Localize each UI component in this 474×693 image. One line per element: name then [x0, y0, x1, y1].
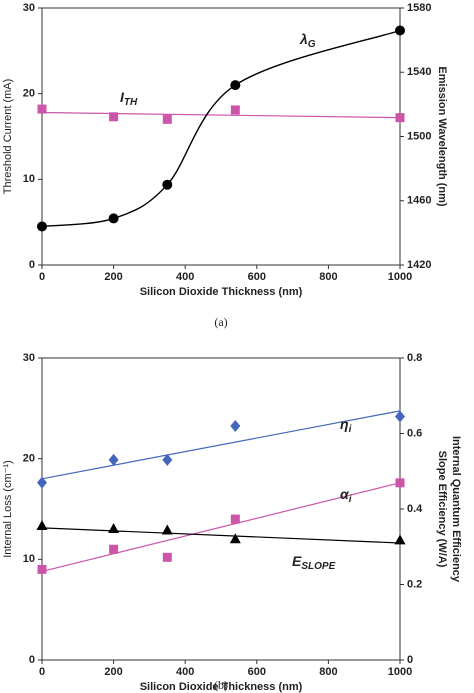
y2-tick-label: 1460: [407, 195, 431, 207]
caption: (a): [214, 315, 227, 329]
series-label-main: E: [292, 553, 302, 569]
y-tick-label: 10: [23, 553, 35, 565]
marker: [395, 113, 405, 123]
x-axis-title: Silicon Dioxide Thickness (nm): [140, 286, 303, 298]
caption: (b): [214, 678, 228, 692]
marker: [395, 478, 405, 488]
marker: [395, 410, 405, 423]
plot-frame: [41, 7, 401, 266]
y2-tick-label: 1580: [407, 2, 431, 14]
y2-tick-label: 0.6: [407, 427, 422, 439]
x-axis-title: Silicon Dioxide Thickness (nm): [140, 681, 303, 693]
y-tick-label: 30: [23, 352, 35, 364]
series-label: λG: [299, 31, 316, 50]
series-label: αi: [340, 486, 352, 505]
series-label-main: η: [340, 416, 349, 432]
y2-tick-label: 0.4: [407, 503, 423, 515]
y2-tick-label: 1540: [407, 66, 431, 78]
y-tick-label: 20: [23, 453, 35, 465]
series-label: ηi: [340, 416, 352, 435]
series-curve: [41, 29, 401, 228]
y2-tick-label: 1420: [407, 259, 431, 271]
trend-line: [41, 111, 401, 119]
series-label: ESLOPE: [292, 553, 336, 572]
marker: [37, 476, 47, 489]
series-label-sub: SLOPE: [301, 561, 335, 572]
y-axis-title: Internal Loss (cm⁻¹): [2, 460, 14, 558]
marker: [37, 104, 47, 114]
y2-tick-label: 0.2: [407, 578, 422, 590]
y-tick-label: 10: [23, 173, 35, 185]
y2-axis-title: Slope Efficiency (W/A): [436, 451, 448, 568]
marker: [230, 419, 241, 432]
y2-axis-title: Emission Wavelength (nm): [436, 66, 448, 207]
y-tick-label: 30: [23, 2, 35, 14]
marker: [162, 453, 173, 466]
marker: [162, 179, 173, 190]
x-tick-label: 600: [248, 666, 266, 678]
x-tick-label: 800: [319, 666, 337, 678]
x-tick-label: 400: [176, 271, 194, 283]
marker: [229, 533, 241, 544]
x-tick-label: 600: [248, 271, 266, 283]
plot-frame: [41, 357, 401, 661]
y2-tick-label: 1500: [407, 130, 431, 142]
y-axis-title: Threshold Current (mA): [2, 79, 14, 195]
trend-line: [41, 482, 401, 572]
series-label-sub: TH: [124, 97, 138, 108]
marker: [230, 105, 240, 115]
series-label-sub: i: [349, 424, 352, 435]
y-tick-label: 20: [23, 88, 35, 100]
marker: [162, 552, 172, 562]
x-tick-label: 200: [104, 666, 122, 678]
series-label-main: λ: [299, 31, 308, 47]
marker: [108, 453, 119, 466]
marker: [109, 544, 119, 554]
y2-tick-label: 0: [407, 654, 413, 666]
y-tick-label: 0: [29, 259, 35, 271]
marker: [109, 112, 119, 122]
marker: [161, 524, 173, 535]
marker: [37, 221, 47, 232]
y2-axis-title: Internal Quantum Efficiency: [450, 436, 462, 583]
marker: [37, 564, 47, 574]
marker: [230, 80, 241, 91]
series-label-sub: G: [308, 39, 316, 50]
series-label-main: I: [120, 89, 125, 105]
marker: [108, 523, 120, 534]
trend-line: [41, 410, 401, 480]
marker: [230, 514, 240, 524]
marker: [108, 213, 119, 224]
y-tick-label: 0: [29, 654, 35, 666]
x-tick-label: 200: [104, 271, 122, 283]
trend-line: [41, 527, 401, 544]
series-label-sub: i: [349, 494, 352, 505]
marker: [394, 534, 406, 545]
series-label-main: α: [340, 486, 350, 502]
marker: [36, 519, 48, 530]
x-tick-label: 0: [39, 271, 45, 283]
marker: [162, 114, 172, 124]
x-tick-label: 0: [39, 666, 45, 678]
x-tick-label: 400: [176, 666, 194, 678]
x-tick-label: 1000: [388, 666, 412, 678]
x-tick-label: 1000: [388, 271, 412, 283]
x-tick-label: 800: [319, 271, 337, 283]
marker: [395, 25, 405, 36]
series-label: ITH: [120, 89, 138, 108]
y2-tick-label: 0.8: [407, 352, 422, 364]
